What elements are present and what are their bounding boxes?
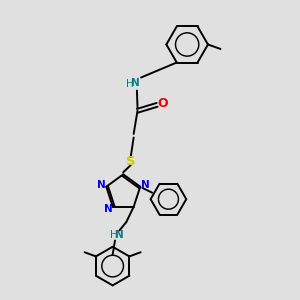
Text: N: N	[141, 180, 150, 190]
Text: N: N	[131, 78, 140, 88]
Text: H: H	[126, 79, 134, 89]
Text: O: O	[158, 97, 168, 110]
Text: N: N	[116, 230, 124, 240]
Text: H: H	[110, 230, 118, 241]
Text: N: N	[97, 180, 106, 190]
Text: N: N	[104, 204, 113, 214]
Text: S: S	[126, 155, 136, 168]
